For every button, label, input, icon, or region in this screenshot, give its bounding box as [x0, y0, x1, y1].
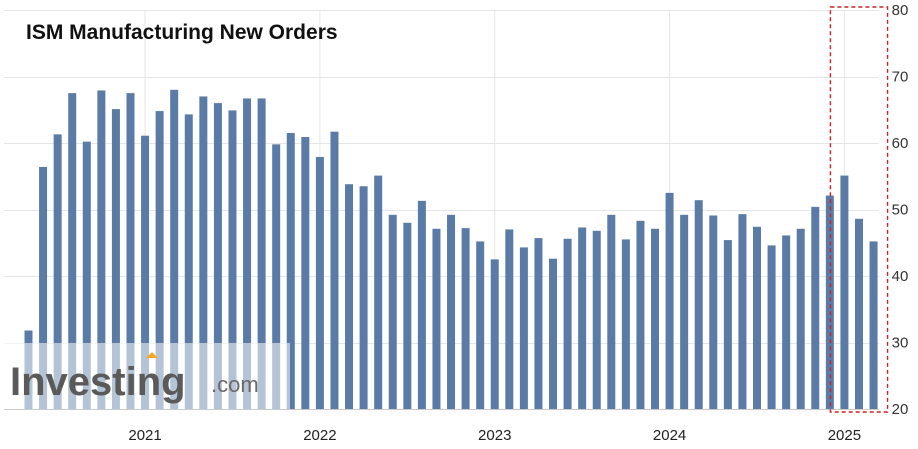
bar-2020-12: [126, 93, 135, 409]
bar-2024-04: [709, 215, 718, 409]
bar-2023-11: [636, 220, 645, 409]
bar-2025-01: [840, 175, 849, 409]
bar-2024-07: [753, 226, 761, 409]
x-tick-label: 2023: [478, 427, 511, 444]
highlight-box: [829, 6, 889, 413]
bar-2022-01: [315, 156, 324, 409]
bar-2025-03: [869, 241, 878, 409]
y-tick-label: 50: [892, 202, 909, 219]
chart-title: ISM Manufacturing New Orders: [26, 21, 338, 44]
bar-2023-02: [505, 229, 514, 409]
bar-2021-09: [257, 98, 266, 409]
x-axis-ticks: 2021 2022 2023 2024 2025: [128, 427, 861, 444]
bar-2023-08: [592, 230, 601, 409]
bar-2023-05: [549, 258, 558, 409]
bar-2020-06: [39, 166, 48, 409]
bar-2024-08: [767, 245, 776, 409]
watermark-accent-icon: [146, 352, 158, 358]
watermark-brand: Investing: [10, 360, 186, 404]
bar-2023-03: [519, 247, 528, 409]
bar-2021-11: [286, 133, 295, 409]
bar-2021-12: [301, 137, 310, 409]
y-tick-label: 70: [892, 69, 909, 86]
bar-2022-10: [447, 214, 456, 409]
watermark-backdrop: [4, 343, 290, 409]
bar-2021-10: [272, 144, 281, 409]
bar-2020-08: [68, 93, 77, 409]
bar-2020-11: [111, 109, 120, 410]
watermark-domain: .com: [211, 372, 259, 397]
bar-2022-08: [417, 200, 426, 409]
bar-2021-06: [213, 103, 222, 409]
bar-2024-10: [796, 228, 805, 409]
bar-2020-09: [82, 141, 91, 410]
y-tick-label: 40: [892, 268, 909, 285]
bar-2024-01: [665, 192, 674, 409]
bar-2025-02: [854, 218, 863, 409]
bar-2021-05: [199, 96, 208, 409]
bar-2021-02: [155, 111, 164, 409]
bar-2024-11: [811, 206, 820, 409]
bar-2022-05: [374, 175, 383, 409]
bar-2022-09: [432, 228, 441, 409]
y-tick-label: 60: [892, 135, 909, 152]
bar-2022-02: [330, 131, 339, 409]
bar-2024-02: [680, 214, 689, 409]
bar-2022-06: [388, 214, 397, 409]
bar-2023-06: [563, 238, 572, 409]
bar-2021-07: [228, 110, 237, 409]
gridlines: [4, 10, 879, 409]
bar-2022-07: [403, 222, 412, 409]
bar-2024-03: [694, 200, 703, 409]
bar-2023-07: [578, 227, 587, 409]
bar-2024-05: [723, 240, 732, 409]
y-tick-label: 20: [892, 401, 909, 418]
y-tick-label: 30: [892, 335, 909, 352]
bar-2024-12: [825, 195, 834, 409]
x-tick-label: 2022: [303, 427, 336, 444]
x-tick-label: 2021: [128, 427, 161, 444]
bar-2021-03: [170, 89, 179, 410]
bar-2021-04: [184, 114, 193, 409]
y-tick-label: 80: [892, 2, 909, 19]
bar-2023-10: [621, 239, 630, 409]
x-tick-label: 2025: [828, 427, 861, 444]
bar-2023-01: [490, 259, 499, 409]
bar-2023-04: [534, 238, 543, 409]
bar-2021-08: [243, 98, 252, 409]
bar-2024-09: [782, 235, 791, 409]
bar-2022-11: [461, 228, 470, 409]
bar-2021-01: [141, 135, 150, 409]
bar-2022-04: [359, 186, 368, 409]
y-axis-ticks: 20 30 40 50 60 70 80: [892, 2, 909, 418]
bar-2020-10: [97, 90, 106, 409]
bar-2024-06: [738, 214, 747, 409]
bar-2022-03: [345, 184, 354, 409]
x-tick-label: 2024: [653, 427, 686, 444]
bar-2023-12: [651, 228, 660, 409]
bar-2023-09: [607, 214, 616, 409]
bar-2022-12: [476, 241, 485, 409]
investing-watermark: Investing .com: [4, 343, 290, 409]
bar-2020-07: [53, 134, 62, 410]
